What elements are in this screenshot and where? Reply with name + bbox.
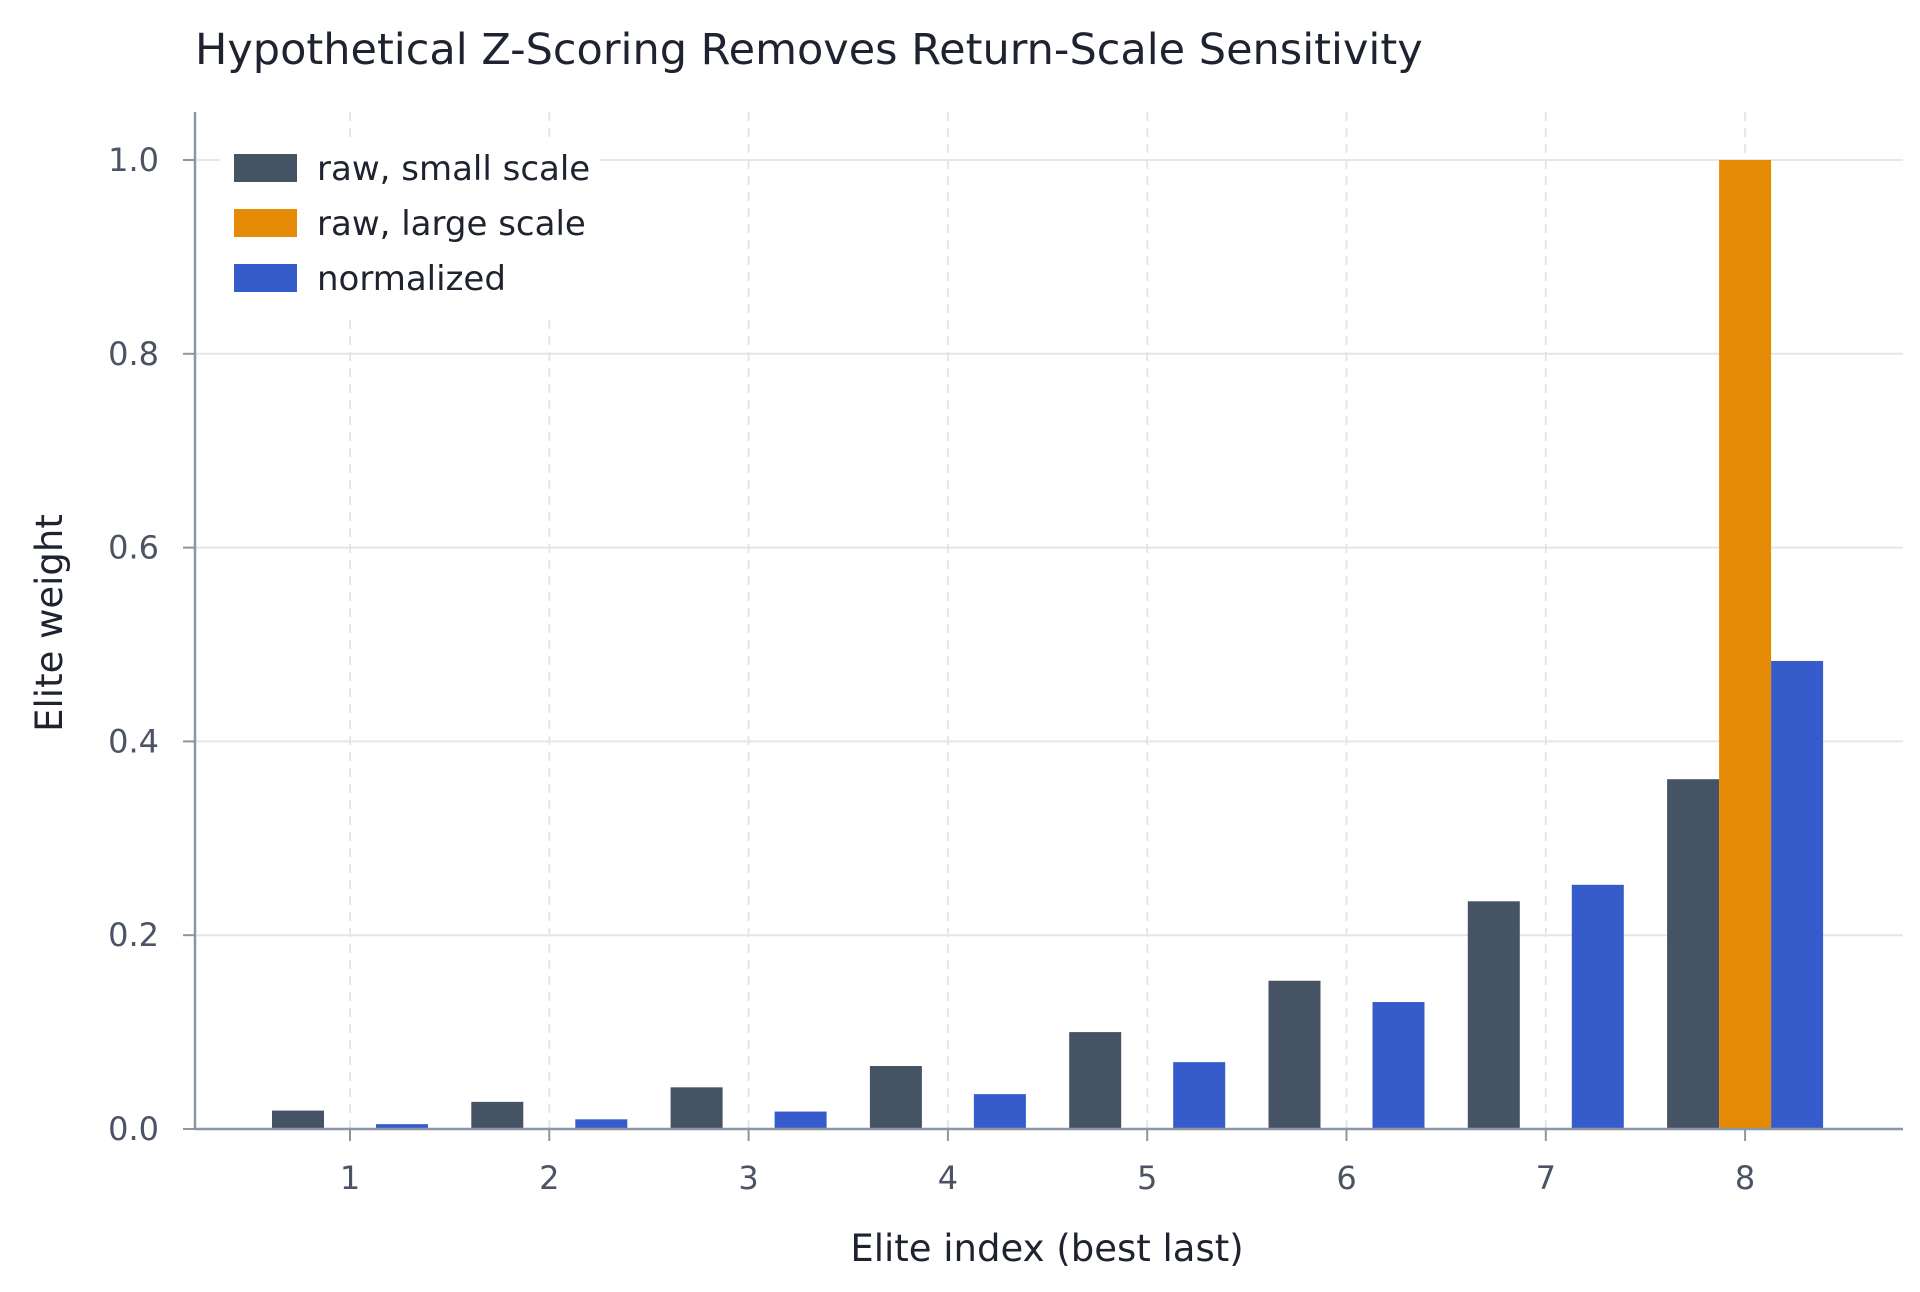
bar-normalized-1 bbox=[376, 1124, 428, 1129]
bar-raw-small-scale-2 bbox=[471, 1101, 524, 1129]
bar-raw-small-scale-8 bbox=[1667, 779, 1720, 1129]
bar-raw-small-scale-7 bbox=[1467, 901, 1520, 1129]
bar-raw-large-scale-8 bbox=[1719, 160, 1772, 1129]
bar-raw-small-scale-4 bbox=[869, 1066, 922, 1129]
bar-normalized-3 bbox=[774, 1111, 827, 1129]
axes-layer: 0.0 0.2 0.4 0.6 0.8 1.0 1 2 3 4 5 6 7 8 bbox=[108, 112, 1903, 1197]
x-tick-label: 7 bbox=[1536, 1159, 1556, 1197]
y-tick-label: 0.2 bbox=[108, 916, 159, 954]
y-tick-label: 0.0 bbox=[108, 1110, 159, 1148]
x-tick-label: 1 bbox=[340, 1159, 360, 1197]
y-tick-label: 0.6 bbox=[108, 529, 159, 567]
bar-raw-small-scale-3 bbox=[670, 1087, 723, 1129]
x-tick-label: 5 bbox=[1137, 1159, 1157, 1197]
x-tick-label: 4 bbox=[938, 1159, 958, 1197]
x-tick-label: 6 bbox=[1336, 1159, 1356, 1197]
y-axis-label: Elite weight bbox=[28, 514, 71, 732]
bar-normalized-5 bbox=[1173, 1062, 1226, 1129]
bar-normalized-2 bbox=[575, 1119, 628, 1129]
bar-normalized-7 bbox=[1571, 884, 1624, 1129]
x-tick-label: 2 bbox=[539, 1159, 559, 1197]
legend-label: normalized bbox=[317, 259, 506, 299]
x-tick-label: 8 bbox=[1735, 1159, 1755, 1197]
y-tick-label: 1.0 bbox=[108, 141, 159, 179]
legend-swatch bbox=[234, 209, 297, 237]
bar-raw-small-scale-6 bbox=[1268, 980, 1321, 1129]
chart-title: Hypothetical Z-Scoring Removes Return-Sc… bbox=[195, 25, 1423, 75]
legend-swatch bbox=[234, 154, 297, 182]
y-tick-label: 0.8 bbox=[108, 335, 159, 373]
y-tick-label: 0.4 bbox=[108, 722, 159, 760]
bar-normalized-4 bbox=[973, 1094, 1026, 1129]
bar-normalized-8 bbox=[1771, 660, 1824, 1129]
bars-layer bbox=[272, 160, 1824, 1129]
legend: raw, small scale raw, large scale normaliz… bbox=[220, 138, 600, 318]
bar-raw-small-scale-5 bbox=[1069, 1032, 1122, 1129]
legend-label: raw, large scale bbox=[317, 204, 586, 244]
x-tick-label: 3 bbox=[738, 1159, 758, 1197]
bar-normalized-6 bbox=[1372, 1002, 1425, 1129]
legend-swatch bbox=[234, 264, 297, 292]
x-axis-label: Elite index (best last) bbox=[850, 1227, 1243, 1270]
legend-label: raw, small scale bbox=[317, 149, 590, 189]
bar-raw-small-scale-1 bbox=[272, 1110, 324, 1129]
